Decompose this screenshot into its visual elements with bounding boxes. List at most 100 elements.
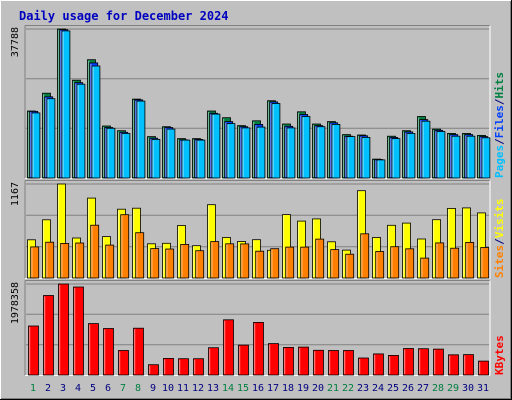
bar-kbytes-day-2 [43, 295, 54, 376]
x-tick-label: 28 [432, 383, 444, 394]
bar-sites-day-2 [45, 241, 55, 279]
bar-sites-day-23 [360, 233, 370, 279]
bar-sites-day-26 [405, 248, 415, 279]
bar-kbytes-day-16 [253, 321, 264, 376]
bar-pages-day-28 [436, 131, 446, 179]
bar-pages-day-1 [31, 112, 41, 179]
bar-kbytes-day-24 [373, 353, 384, 376]
legend-entry: / [493, 138, 506, 145]
bar-sites-day-16 [255, 250, 265, 279]
x-axis-labels: 1 2 3 4 5 6 7 8 9 10 11 12 13 14 15 16 17 18 19 20 21 22 23 24 2… [30, 383, 489, 394]
bar-pages-day-17 [271, 103, 281, 179]
legend-entry: Visits [493, 199, 506, 239]
bar-sites-day-15 [240, 243, 250, 279]
x-tick-label: 15 [237, 383, 249, 394]
bar-kbytes-day-12 [193, 358, 204, 376]
bar-kbytes-day-27 [418, 348, 429, 376]
bar-sites-day-17 [270, 248, 280, 279]
bar-sites-day-3 [60, 242, 70, 279]
bar-kbytes-day-4 [73, 286, 84, 376]
x-tick-label: 5 [90, 383, 96, 394]
bar-pages-day-4 [76, 83, 86, 179]
bar-pages-day-2 [46, 98, 56, 179]
legend-entry: / [493, 98, 506, 105]
x-tick-label: 13 [207, 383, 219, 394]
bars-kbytes [28, 283, 489, 376]
bar-sites-day-10 [165, 248, 175, 279]
bar-kbytes-day-25 [388, 354, 399, 376]
bar-kbytes-day-1 [28, 325, 39, 376]
bar-kbytes-day-14 [223, 319, 234, 376]
bar-sites-day-4 [75, 242, 85, 279]
legend-kbytes: KBytes [493, 335, 506, 375]
bar-kbytes-day-21 [328, 350, 339, 376]
bar-pages-day-22 [346, 136, 356, 179]
bar-pages-day-16 [256, 126, 266, 179]
x-tick-label: 10 [162, 383, 174, 394]
legend-visits: Sites/Visits [493, 199, 506, 279]
bar-pages-day-14 [226, 123, 236, 179]
bar-sites-day-21 [330, 249, 340, 279]
legend-hits: Pages/Files/Hits [493, 72, 506, 178]
x-tick-label: 11 [177, 383, 189, 394]
bar-kbytes-day-26 [403, 348, 414, 376]
panel-kbytes: 1978358 KBytes [10, 280, 506, 376]
x-tick-label: 20 [312, 383, 324, 394]
x-tick-label: 27 [417, 383, 429, 394]
x-tick-label: 17 [267, 383, 279, 394]
x-tick-label: 2 [45, 383, 51, 394]
bar-pages-day-25 [391, 138, 401, 179]
x-tick-label: 22 [342, 383, 354, 394]
x-tick-label: 18 [282, 383, 294, 394]
bar-kbytes-day-29 [448, 354, 459, 376]
bar-kbytes-day-15 [238, 344, 249, 376]
bar-pages-day-11 [181, 139, 191, 179]
chart-panels: 37788Pages/Files/Hits1167Sites/Visits197… [10, 25, 506, 376]
legend-entry: KBytes [493, 335, 506, 375]
legend-entry: Sites [493, 245, 506, 278]
bar-kbytes-day-5 [88, 323, 99, 376]
x-tick-label: 21 [327, 383, 339, 394]
bar-sites-day-6 [105, 244, 115, 279]
x-tick-label: 8 [135, 383, 141, 394]
bar-sites-day-7 [120, 214, 130, 279]
bar-pages-day-15 [241, 127, 251, 179]
bar-pages-day-31 [481, 137, 491, 179]
bar-sites-day-22 [345, 253, 355, 279]
bar-pages-day-10 [166, 128, 176, 179]
panel-max-label: 1167 [10, 182, 21, 206]
bar-kbytes-day-30 [463, 354, 474, 376]
x-tick-label: 14 [222, 383, 234, 394]
bar-sites-day-11 [180, 243, 190, 279]
x-tick-label: 30 [462, 383, 474, 394]
bar-kbytes-day-31 [478, 360, 489, 376]
panel-max-label: 1978358 [10, 282, 21, 324]
bar-sites-day-31 [480, 247, 490, 279]
x-tick-label: 12 [192, 383, 204, 394]
bars-visits [27, 183, 490, 279]
bar-pages-day-19 [301, 116, 311, 179]
bars-hits [27, 28, 491, 179]
x-tick-label: 16 [252, 383, 264, 394]
bar-pages-day-13 [211, 113, 221, 179]
bar-pages-day-23 [361, 136, 371, 179]
bar-kbytes-day-11 [178, 358, 189, 376]
bar-sites-day-12 [195, 250, 205, 279]
legend-entry: / [493, 238, 506, 245]
x-tick-label: 31 [477, 383, 489, 394]
bar-kbytes-day-3 [58, 283, 69, 376]
bar-sites-day-9 [150, 248, 160, 279]
bar-sites-day-20 [315, 238, 325, 279]
x-tick-label: 9 [150, 383, 156, 394]
bar-pages-day-27 [421, 120, 431, 179]
bar-kbytes-day-8 [133, 327, 144, 376]
panel-max-label: 37788 [10, 27, 21, 57]
bar-sites-day-5 [90, 224, 100, 279]
panel-hits: 37788 Pages/Files/Hits [10, 25, 506, 179]
x-tick-label: 24 [372, 383, 384, 394]
bar-pages-day-5 [91, 65, 101, 179]
bar-sites-day-19 [300, 246, 310, 279]
x-tick-label: 3 [60, 383, 66, 394]
